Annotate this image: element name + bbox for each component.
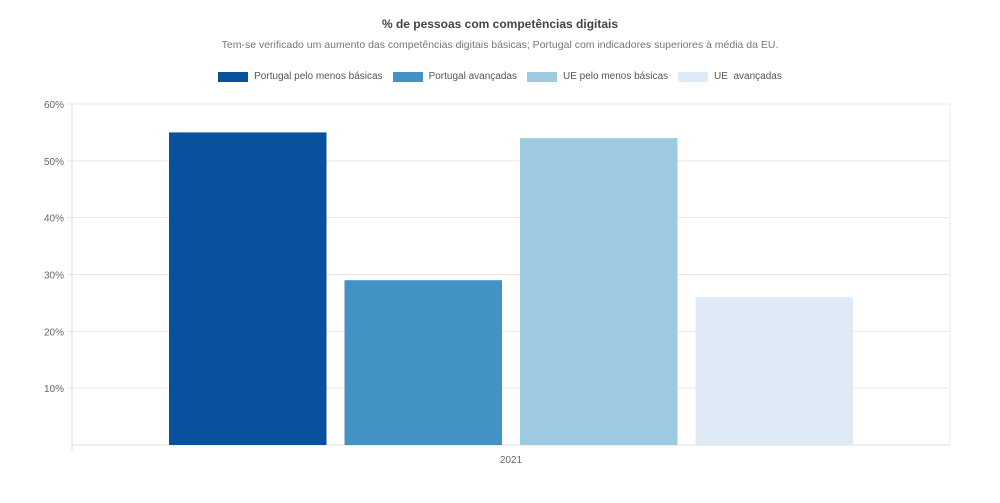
bar-portugal-pelo-menos-básicas bbox=[169, 132, 327, 445]
bar-ue-avançadas bbox=[695, 297, 853, 445]
bar-portugal-avançadas bbox=[344, 280, 502, 445]
bar-ue-pelo-menos-básicas bbox=[520, 138, 678, 445]
y-tick-label: 30% bbox=[44, 271, 64, 282]
legend-item[interactable]: Portugal pelo menos básicas bbox=[218, 71, 383, 82]
legend-label: UE avançadas bbox=[714, 71, 782, 82]
legend-item[interactable]: UE pelo menos básicas bbox=[526, 71, 669, 82]
legend-swatch bbox=[392, 71, 423, 82]
y-tick-label: 20% bbox=[44, 327, 64, 338]
y-tick-label: 40% bbox=[44, 214, 64, 225]
chart-title: % de pessoas com competências digitais bbox=[381, 17, 619, 31]
x-tick-label: 2021 bbox=[500, 455, 523, 466]
legend-label: UE pelo menos básicas bbox=[562, 71, 669, 82]
chart-subtitle: Tem-se verificado um aumento das competê… bbox=[221, 39, 779, 51]
legend-swatch bbox=[526, 71, 557, 82]
legend-item[interactable]: UE avançadas bbox=[678, 71, 782, 82]
legend: Portugal pelo menos básicas Portugal avan… bbox=[0, 71, 1000, 82]
legend-item[interactable]: Portugal avançadas bbox=[392, 71, 517, 82]
legend-label: Portugal pelo menos básicas bbox=[254, 71, 383, 82]
legend-swatch bbox=[218, 71, 249, 82]
y-tick-label: 60% bbox=[44, 100, 64, 111]
legend-swatch bbox=[678, 71, 709, 82]
y-tick-label: 10% bbox=[44, 384, 64, 395]
y-tick-label: 50% bbox=[44, 157, 64, 168]
legend-label: Portugal avançadas bbox=[428, 71, 517, 82]
